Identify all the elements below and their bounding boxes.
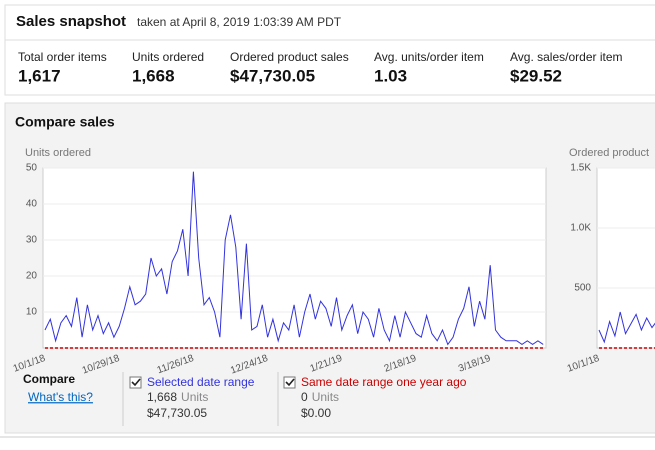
checkmark xyxy=(285,378,295,387)
legend-units-label: Units xyxy=(181,390,208,404)
legend-units: 1,668 xyxy=(147,390,177,404)
metric-value: 1,617 xyxy=(18,66,61,85)
plot-area xyxy=(42,167,547,349)
y-tick-label: 1.5K xyxy=(570,163,591,174)
metric-label: Units ordered xyxy=(132,50,204,64)
metric-label: Avg. sales/order item xyxy=(510,50,623,64)
y-tick-label: 30 xyxy=(26,235,38,246)
timestamp: taken at April 8, 2019 1:03:39 AM PDT xyxy=(137,15,342,29)
checkbox[interactable] xyxy=(129,376,142,389)
metric-label: Avg. units/order item xyxy=(374,50,484,64)
series-line xyxy=(44,171,544,346)
snapshot-box xyxy=(4,4,655,96)
metric-label: Total order items xyxy=(18,50,107,64)
series-line xyxy=(598,311,655,344)
legend-name: Selected date range xyxy=(147,375,255,389)
plot-area xyxy=(596,167,655,349)
legend-units-label: Units xyxy=(312,390,339,404)
legend-sales: $47,730.05 xyxy=(147,406,207,420)
checkbox[interactable] xyxy=(283,376,296,389)
metric-value: 1,668 xyxy=(132,66,175,85)
y-tick-label: 50 xyxy=(26,163,38,174)
legend-units: 0 xyxy=(301,390,308,404)
y-tick-label: 1.0K xyxy=(570,223,591,234)
metric-value: $47,730.05 xyxy=(230,66,315,85)
y-tick-label: 20 xyxy=(26,271,38,282)
y-tick-label: 10 xyxy=(26,307,38,318)
checkmark xyxy=(131,378,141,387)
legend-name: Same date range one year ago xyxy=(301,375,467,389)
y-tick-label: 500 xyxy=(574,283,591,294)
chart-title: Ordered product xyxy=(569,147,649,159)
page-title: Sales snapshot xyxy=(16,13,126,30)
chart-title: Units ordered xyxy=(25,147,91,159)
y-tick-label: 40 xyxy=(26,199,38,210)
metric-value: $29.52 xyxy=(510,66,562,85)
legend-sales: $0.00 xyxy=(301,406,331,420)
help-link[interactable]: What's this? xyxy=(28,390,93,404)
legend-title: Compare xyxy=(23,372,75,386)
section-title: Compare sales xyxy=(15,114,115,130)
metric-value: 1.03 xyxy=(374,66,407,85)
metric-label: Ordered product sales xyxy=(230,50,349,64)
